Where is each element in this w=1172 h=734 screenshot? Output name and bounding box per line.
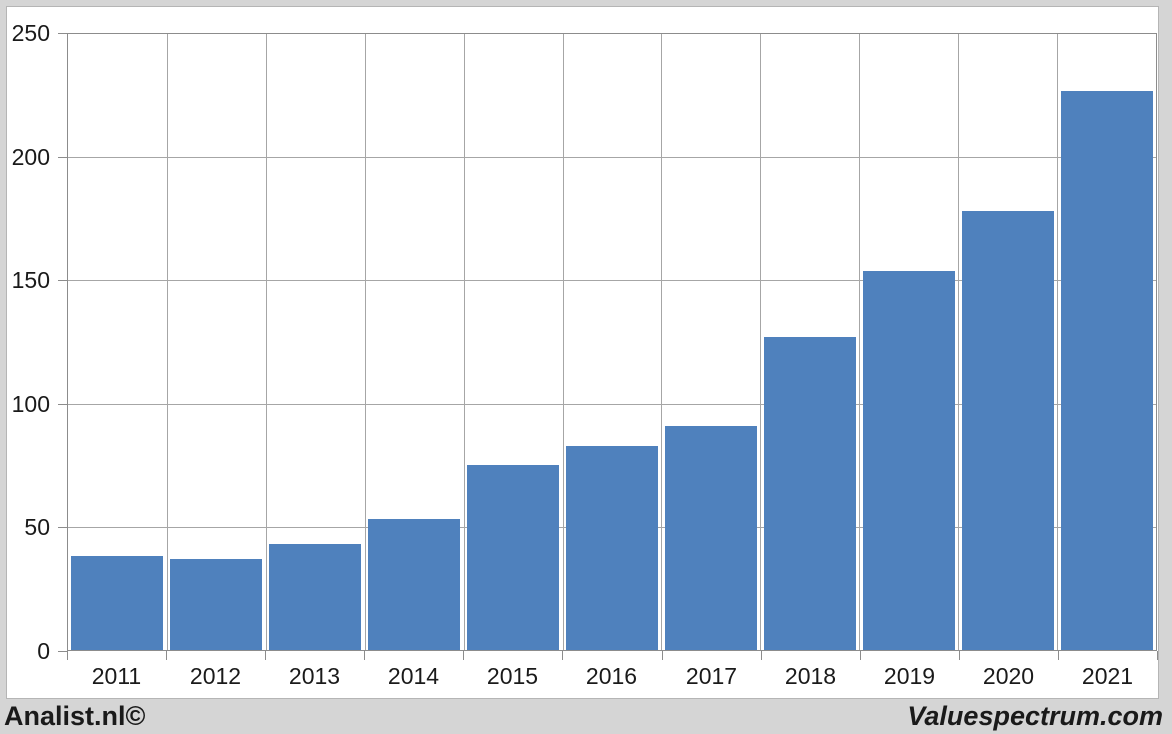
gridline-x-5 [562, 34, 564, 650]
x-tick-label-2021: 2021 [1081, 663, 1134, 689]
x-tick-label-2015: 2015 [486, 663, 539, 689]
brand-valuespectrum-label: Valuespectrum.com [907, 701, 1163, 731]
x-tick-6 [662, 651, 663, 660]
x-tick-8 [860, 651, 861, 660]
x-tick-0 [67, 651, 68, 660]
gridline-y-100 [68, 403, 1156, 405]
x-tick-label-2018: 2018 [784, 663, 837, 689]
x-tick-1 [166, 651, 167, 660]
y-tick-100 [58, 404, 67, 405]
y-tick-label-100: 100 [11, 391, 50, 417]
bar-2013 [269, 544, 362, 650]
gridline-x-4 [463, 34, 465, 650]
x-tick-label-2017: 2017 [685, 663, 738, 689]
x-tick-10 [1058, 651, 1059, 660]
x-tick-2 [265, 651, 266, 660]
x-tick-label-2012: 2012 [189, 663, 242, 689]
x-tick-7 [761, 651, 762, 660]
gridline-x-7 [760, 34, 762, 650]
bar-2020 [961, 211, 1054, 650]
y-tick-250 [58, 33, 67, 34]
x-tick-9 [959, 651, 960, 660]
y-tick-label-250: 250 [11, 20, 50, 46]
bar-2017 [664, 425, 757, 650]
bar-2014 [368, 519, 461, 650]
gridline-y-150 [68, 280, 1156, 282]
y-tick-label-150: 150 [11, 267, 50, 293]
y-tick-label-50: 50 [24, 514, 50, 540]
y-tick-label-0: 0 [37, 638, 50, 664]
gridline-y-200 [68, 157, 1156, 159]
x-tick-label-2011: 2011 [91, 663, 142, 689]
bar-2018 [763, 337, 856, 650]
plot-area [67, 33, 1157, 651]
bar-2016 [566, 445, 658, 650]
y-tick-200 [58, 157, 67, 158]
bar-2011 [71, 556, 164, 650]
x-tick-4 [463, 651, 464, 660]
x-tick-label-2013: 2013 [288, 663, 341, 689]
gridline-x-8 [859, 34, 861, 650]
gridline-x-9 [958, 34, 960, 650]
gridline-x-10 [1057, 34, 1059, 650]
x-tick-label-2019: 2019 [883, 663, 936, 689]
y-tick-label-200: 200 [11, 144, 50, 170]
x-tick-3 [364, 651, 365, 660]
bar-layer [68, 34, 1156, 650]
bar-2019 [862, 270, 955, 650]
x-tick-label-2020: 2020 [982, 663, 1035, 689]
bar-2021 [1060, 90, 1153, 650]
gridline-x-1 [166, 34, 168, 650]
y-tick-150 [58, 280, 67, 281]
bar-2015 [467, 465, 560, 650]
x-tick-label-2014: 2014 [387, 663, 440, 689]
y-tick-0 [58, 651, 67, 652]
gridline-x-3 [364, 34, 366, 650]
brand-analist-label: Analist.nl© [4, 701, 146, 731]
x-tick-label-2016: 2016 [585, 663, 638, 689]
gridline-x-2 [265, 34, 267, 650]
x-tick-11 [1157, 651, 1158, 660]
y-tick-50 [58, 527, 67, 528]
gridline-x-6 [661, 34, 663, 650]
x-tick-5 [562, 651, 563, 660]
bar-2012 [170, 558, 263, 650]
